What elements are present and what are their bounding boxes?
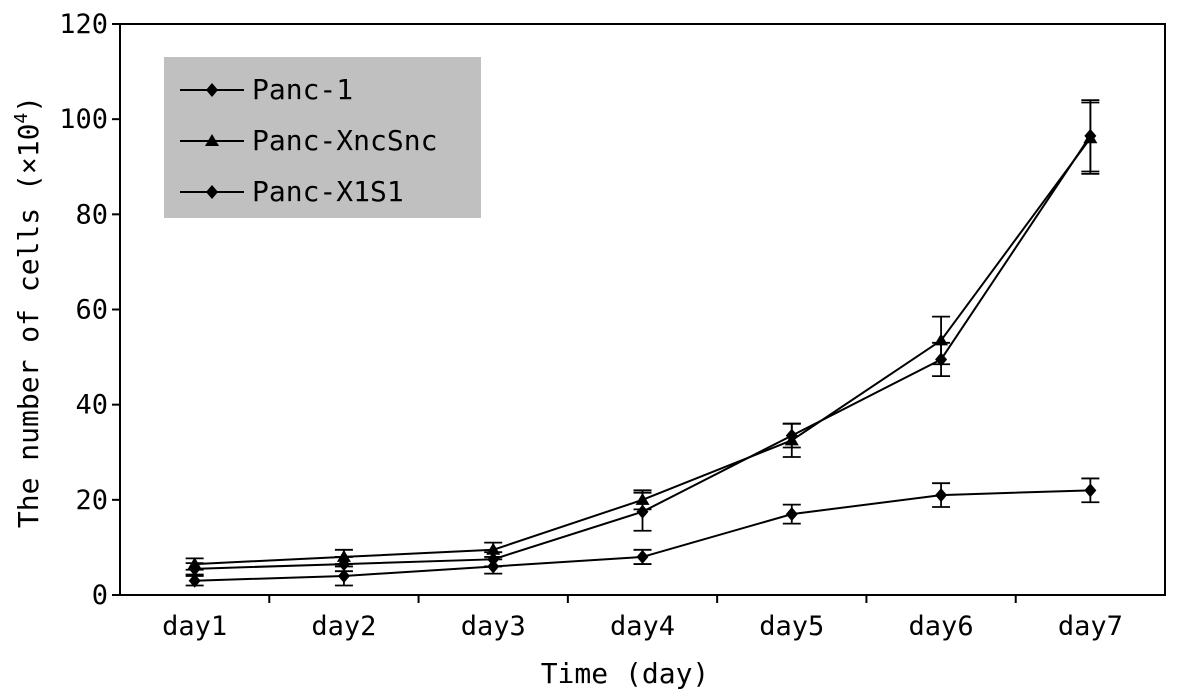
x-tick-label: day4 (610, 611, 675, 642)
data-point (486, 542, 501, 555)
x-tick-label: day6 (909, 611, 974, 642)
data-point (636, 504, 649, 519)
x-tick-label: day5 (759, 611, 824, 642)
x-axis-title: Time (day) (541, 657, 710, 690)
legend-entry-1: Panc-1 (180, 73, 353, 106)
y-axis-title-exponent: 4 (11, 113, 32, 124)
y-axis-title-main: The number of cells (×10 (12, 124, 45, 529)
legend-entry-2: Panc-XncSnc (180, 124, 437, 157)
data-point (336, 549, 351, 562)
y-tick-label: 40 (75, 390, 108, 421)
x-tick-label: day3 (461, 611, 526, 642)
y-tick-label: 0 (92, 580, 108, 611)
legend-label: Panc-X1S1 (252, 175, 404, 208)
y-axis-title: The number of cells (×104) (11, 96, 45, 528)
legend: Panc-1 Panc-XncSnc Panc-X1S1 (164, 57, 481, 218)
y-tick-label: 120 (59, 9, 108, 40)
legend-label: Panc-1 (252, 73, 353, 106)
data-point (636, 549, 649, 564)
y-tick-label: 60 (75, 295, 108, 326)
series-2 (185, 101, 1100, 571)
y-tick-label: 80 (75, 199, 108, 230)
x-tick-label: day2 (311, 611, 376, 642)
y-axis-title-close: ) (12, 96, 45, 113)
legend-marker (206, 185, 218, 199)
legend-marker (206, 83, 218, 97)
series-3 (185, 477, 1100, 588)
data-point (635, 492, 650, 505)
series-layer (185, 99, 1100, 588)
x-tick-label: day1 (162, 611, 227, 642)
y-tick-label: 20 (75, 485, 108, 516)
data-point (1083, 131, 1098, 144)
data-point (187, 557, 202, 570)
y-tick-label: 100 (59, 104, 108, 135)
data-point (935, 488, 948, 503)
x-axis: day1 day2 day3 day4 day5 day6 day7 (162, 595, 1123, 642)
x-tick-label: day7 (1058, 611, 1123, 642)
data-point (934, 333, 949, 346)
data-point (487, 559, 500, 574)
legend-entry-3: Panc-X1S1 (180, 175, 404, 208)
data-point (785, 507, 798, 522)
data-point (784, 433, 799, 446)
data-point (188, 573, 201, 588)
y-axis: 0 20 40 60 80 100 120 (59, 9, 120, 611)
data-point (337, 568, 350, 583)
legend-marker (205, 134, 219, 146)
legend-label: Panc-XncSnc (252, 124, 437, 157)
data-point (1084, 483, 1097, 498)
